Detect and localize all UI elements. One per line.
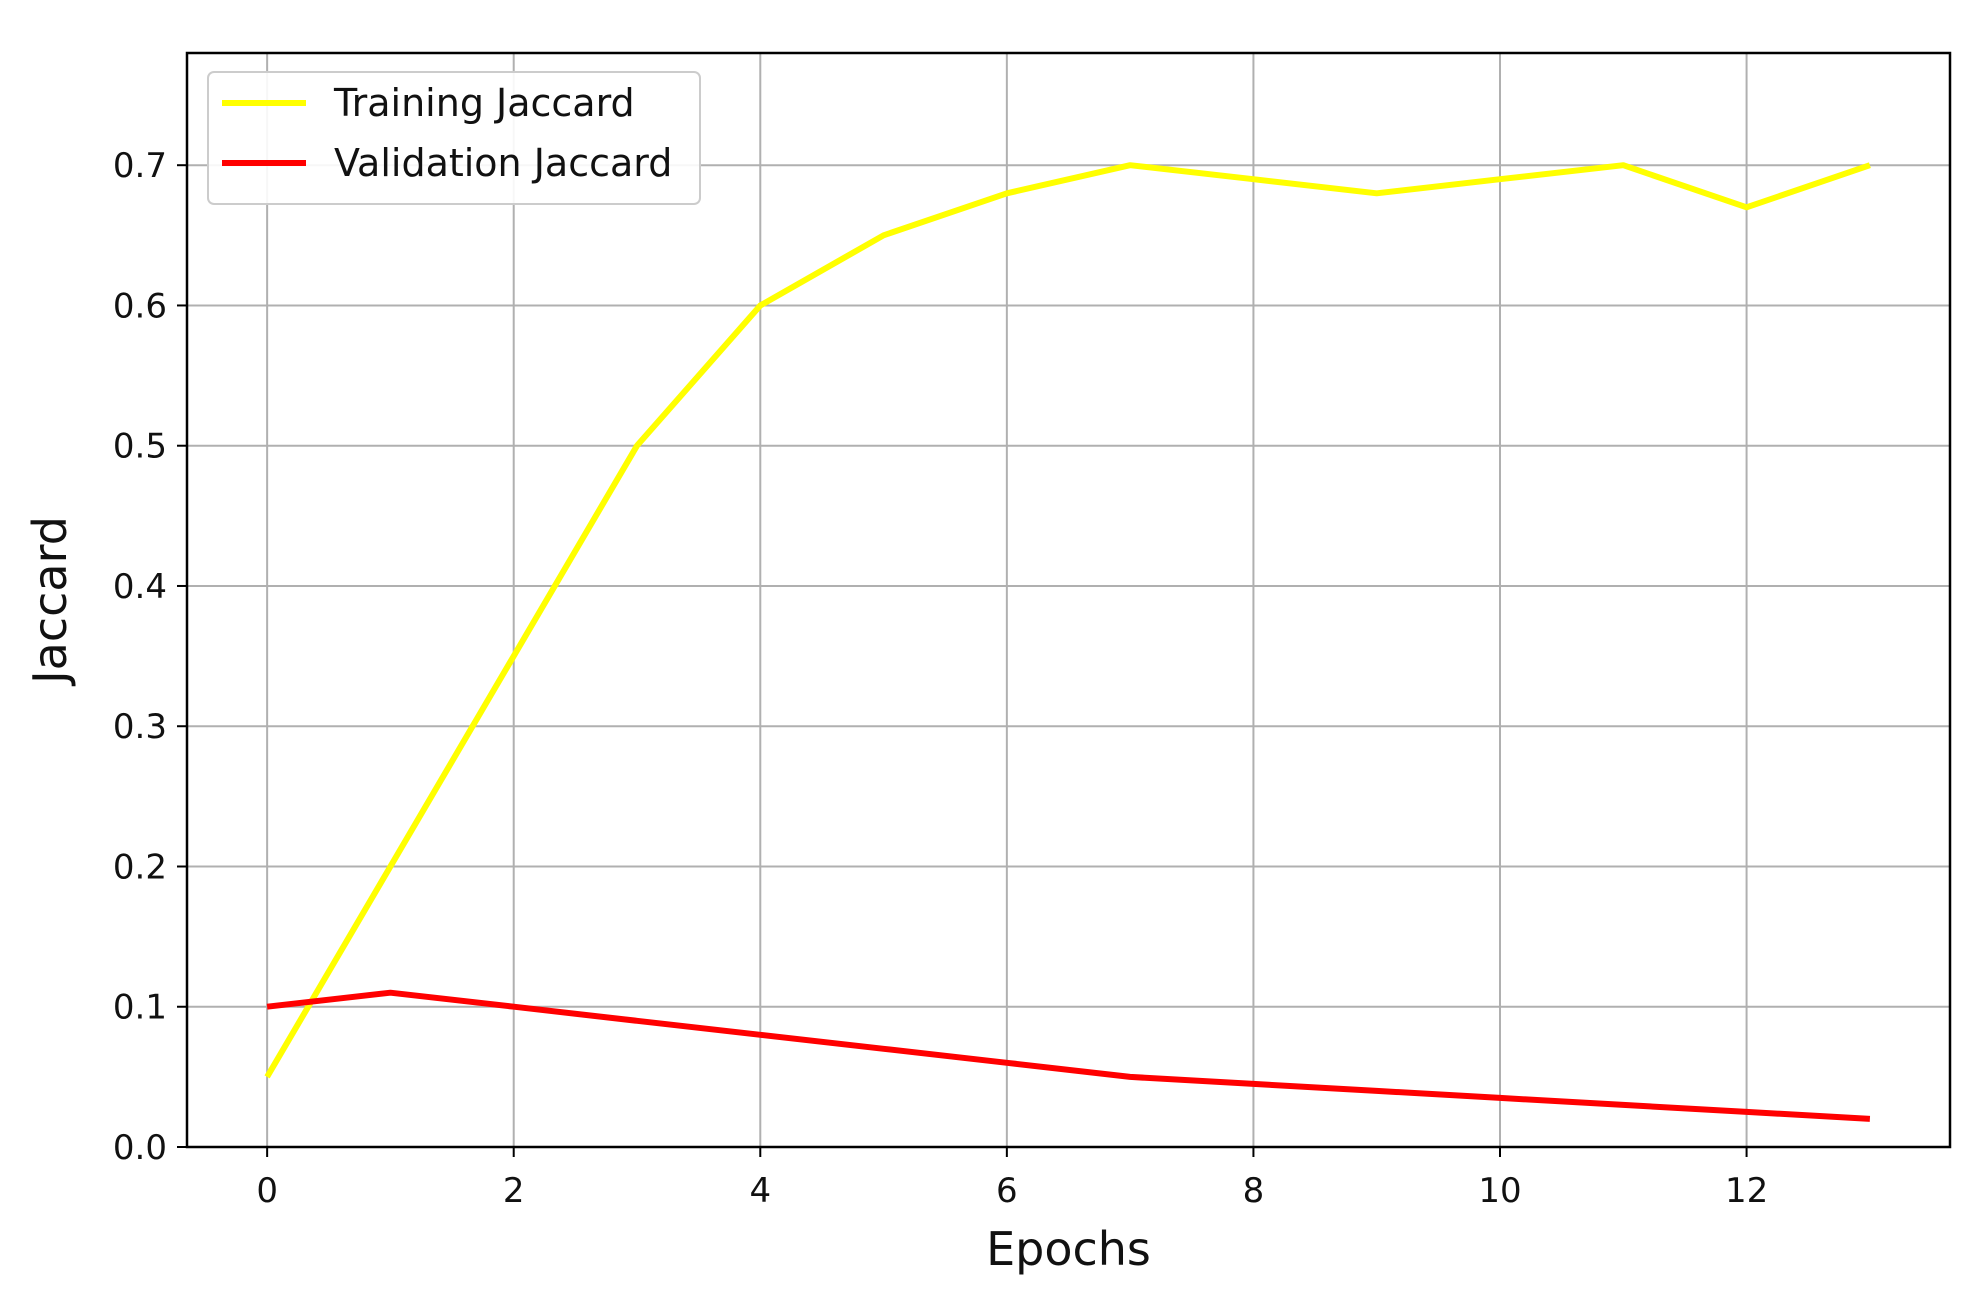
legend-box [207,71,701,205]
plot-frame [185,51,1952,1149]
x-tick-label: 8 [1243,1171,1265,1211]
x-tick-label: 0 [256,1171,278,1211]
x-axis-label: Epochs [986,1222,1151,1276]
legend-label-validation: Validation Jaccard [334,141,672,185]
validation-jaccard-line [266,989,1871,1122]
y-tick-label: 0.6 [113,286,167,326]
y-tick-label: 0.7 [113,146,167,186]
ticks: 0 2 4 6 8 10 12 0.0 0.1 0.2 0.3 0.4 0.5 0.6 0.7 [113,146,1768,1211]
legend-label-training: Training Jaccard [333,81,635,125]
x-tick-label: 4 [749,1171,771,1211]
series-lines [264,162,1871,1122]
x-tick-label: 12 [1725,1171,1768,1211]
x-tick-label: 10 [1478,1171,1521,1211]
y-tick-label: 0.3 [113,707,167,747]
training-jaccard-line [264,162,1871,1079]
y-tick-label: 0.1 [113,988,167,1028]
x-tick-label: 2 [503,1171,525,1211]
grid [187,53,1950,1148]
legend: Training Jaccard Validation Jaccard [207,71,701,205]
y-tick-label: 0.0 [113,1128,167,1168]
y-axis-label: Jaccard [23,516,77,687]
y-tick-label: 0.5 [113,427,167,467]
y-tick-label: 0.4 [113,567,167,607]
y-tick-label: 0.2 [113,847,167,887]
x-tick-label: 6 [996,1171,1018,1211]
